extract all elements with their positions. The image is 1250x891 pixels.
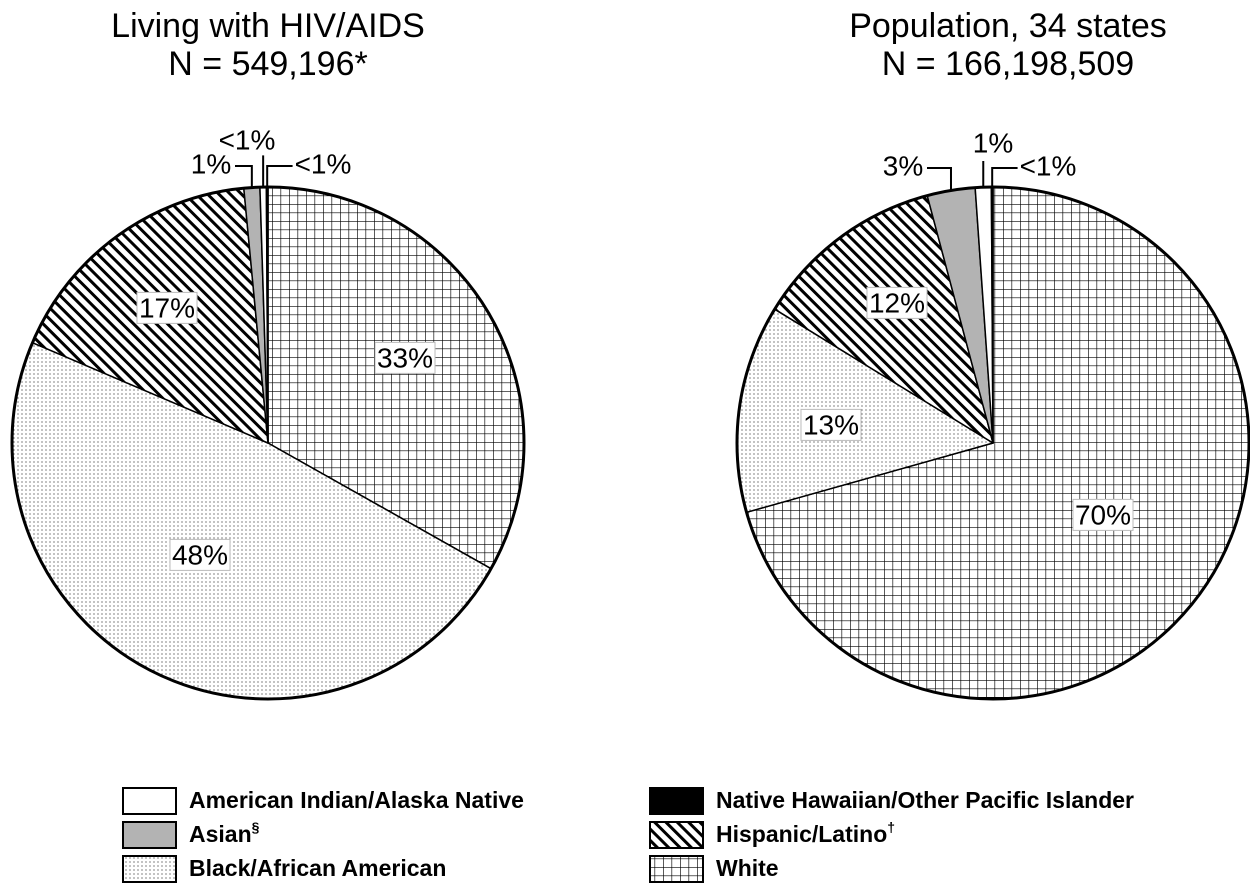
value-label-bg xyxy=(136,291,198,324)
legend-label: Hispanic/Latino† xyxy=(716,819,895,847)
value-label: 70% xyxy=(1075,499,1131,530)
value-label-bg xyxy=(866,286,928,319)
value-label-group: 1% xyxy=(970,127,1016,159)
value-label-bg xyxy=(216,124,278,156)
legend-swatch xyxy=(649,821,704,849)
value-label: <1% xyxy=(1020,150,1077,181)
value-label: 12% xyxy=(869,287,925,318)
value-label-bg xyxy=(292,148,354,180)
legend-label: Native Hawaiian/Other Pacific Islander xyxy=(716,787,1134,813)
leader-line xyxy=(235,165,253,188)
legend-label: Asian§ xyxy=(189,819,260,847)
value-label: <1% xyxy=(295,148,352,179)
value-label-bg xyxy=(374,341,436,374)
leader-line xyxy=(266,165,297,188)
value-label-group: 13% xyxy=(800,408,862,441)
legend-label: American Indian/Alaska Native xyxy=(189,787,524,813)
value-label-group: 33% xyxy=(374,341,436,374)
value-label: 17% xyxy=(139,292,195,323)
leader-line xyxy=(927,167,952,191)
value-label: <1% xyxy=(219,124,276,155)
leader-line xyxy=(991,167,1022,188)
value-label: 3% xyxy=(883,150,923,181)
chart-subtitle: N = 549,196* xyxy=(168,45,367,83)
value-label: 48% xyxy=(172,539,228,570)
value-label-bg xyxy=(800,408,862,441)
legend-label: Black/African American xyxy=(189,855,446,881)
value-label-group: 17% xyxy=(136,291,198,324)
value-label-group: <1% xyxy=(216,124,278,156)
value-label-group: 3% xyxy=(880,150,926,182)
legend-swatch xyxy=(122,821,177,849)
value-label-group: 48% xyxy=(169,538,231,571)
value-label-bg xyxy=(1072,498,1134,531)
value-label-bg xyxy=(970,127,1016,159)
value-label-group: 12% xyxy=(866,286,928,319)
legend-label: White xyxy=(716,855,779,881)
value-label-bg xyxy=(1017,150,1079,182)
legend-swatch xyxy=(649,855,704,883)
value-label-group: <1% xyxy=(1017,150,1079,182)
legend-swatch xyxy=(649,787,704,815)
value-label-bg xyxy=(169,538,231,571)
value-label-bg xyxy=(880,150,926,182)
legend-swatch xyxy=(122,855,177,883)
chart-subtitle: N = 166,198,509 xyxy=(882,45,1134,83)
value-label-group: <1% xyxy=(292,148,354,180)
legend-swatch xyxy=(122,787,177,815)
value-label: 33% xyxy=(377,342,433,373)
chart-title: Population, 34 states xyxy=(849,7,1167,45)
value-label: 13% xyxy=(803,409,859,440)
value-label-group: 70% xyxy=(1072,498,1134,531)
chart-title: Living with HIV/AIDS xyxy=(111,7,425,45)
value-label: 1% xyxy=(973,127,1013,158)
